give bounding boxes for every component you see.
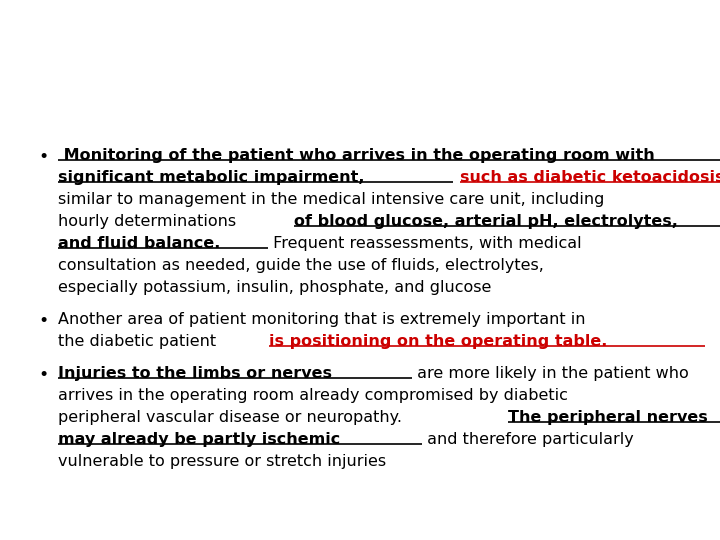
Text: •: • bbox=[38, 366, 48, 384]
Text: similar to management in the medical intensive care unit, including: similar to management in the medical int… bbox=[58, 192, 604, 207]
Text: The peripheral nerves: The peripheral nerves bbox=[508, 410, 708, 425]
Text: vulnerable to pressure or stretch injuries: vulnerable to pressure or stretch injuri… bbox=[58, 454, 386, 469]
Text: are more likely in the patient who: are more likely in the patient who bbox=[412, 366, 688, 381]
Text: Frequent reassessments, with medical: Frequent reassessments, with medical bbox=[268, 236, 581, 251]
Text: and therefore particularly: and therefore particularly bbox=[422, 432, 634, 447]
Text: Another area of patient monitoring that is extremely important in: Another area of patient monitoring that … bbox=[58, 312, 585, 327]
Text: •: • bbox=[38, 312, 48, 330]
Text: is positioning on the operating table.: is positioning on the operating table. bbox=[269, 334, 607, 349]
Text: significant metabolic impairment,: significant metabolic impairment, bbox=[58, 170, 364, 185]
Text: consultation as needed, guide the use of fluids, electrolytes,: consultation as needed, guide the use of… bbox=[58, 258, 544, 273]
Text: of blood glucose, arterial pH, electrolytes,: of blood glucose, arterial pH, electroly… bbox=[294, 214, 678, 229]
Text: peripheral vascular disease or neuropathy.: peripheral vascular disease or neuropath… bbox=[58, 410, 407, 425]
Text: Injuries to the limbs or nerves: Injuries to the limbs or nerves bbox=[58, 366, 332, 381]
Text: and fluid balance.: and fluid balance. bbox=[58, 236, 220, 251]
Text: arrives in the operating room already compromised by diabetic: arrives in the operating room already co… bbox=[58, 388, 568, 403]
Text: hourly determinations: hourly determinations bbox=[58, 214, 241, 229]
Text: such as diabetic ketoacidosis: such as diabetic ketoacidosis bbox=[460, 170, 720, 185]
Text: the diabetic patient: the diabetic patient bbox=[58, 334, 221, 349]
Text: •: • bbox=[38, 148, 48, 166]
Text: may already be partly ischemic: may already be partly ischemic bbox=[58, 432, 341, 447]
Text: Monitoring of the patient who arrives in the operating room with: Monitoring of the patient who arrives in… bbox=[58, 148, 654, 163]
Text: especially potassium, insulin, phosphate, and glucose: especially potassium, insulin, phosphate… bbox=[58, 280, 491, 295]
